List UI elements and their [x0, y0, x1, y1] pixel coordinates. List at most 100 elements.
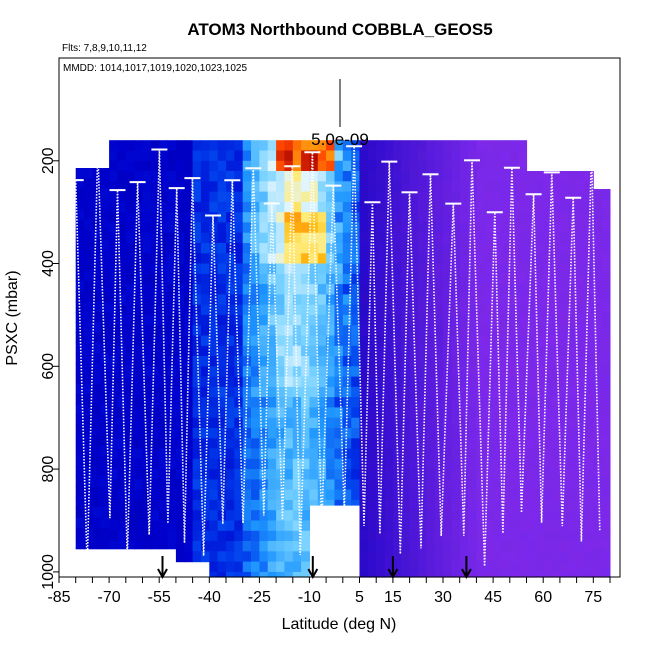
heatmap-cell	[559, 232, 569, 244]
heatmap-cell	[384, 499, 394, 511]
heatmap-cell	[501, 448, 511, 460]
heatmap-cell	[468, 438, 477, 450]
heatmap-cell	[518, 417, 528, 429]
heatmap-cell	[593, 394, 603, 406]
heatmap-cell	[259, 201, 269, 213]
heatmap-cell	[209, 356, 219, 367]
heatmap-cell	[493, 561, 502, 573]
heatmap-cell	[75, 188, 85, 200]
heatmap-cell	[234, 201, 244, 213]
heatmap-cell	[359, 376, 369, 388]
heatmap-cell	[192, 222, 202, 234]
heatmap-cell	[576, 541, 586, 552]
heatmap-cell	[226, 171, 235, 182]
heatmap-cell	[551, 376, 561, 388]
heatmap-cell	[601, 435, 611, 447]
heatmap-cell	[443, 243, 452, 254]
heatmap-cell	[342, 232, 352, 244]
heatmap-cell	[251, 253, 260, 265]
heatmap-cell	[451, 489, 461, 501]
heatmap-cell	[226, 458, 235, 470]
heatmap-cell	[534, 458, 544, 470]
heatmap-cell	[459, 510, 469, 522]
heatmap-cell	[534, 520, 544, 532]
heatmap-cell	[576, 284, 586, 295]
heatmap-cell	[217, 345, 227, 357]
heatmap-cell	[167, 530, 177, 542]
heatmap-cell	[418, 222, 427, 234]
heatmap-cell	[367, 222, 377, 234]
heatmap-cell	[568, 356, 578, 367]
heatmap-cell	[84, 424, 93, 436]
heatmap-cell	[317, 356, 327, 367]
heatmap-cell	[459, 458, 469, 470]
heatmap-cell	[459, 181, 469, 193]
heatmap-cell	[484, 232, 494, 244]
heatmap-cell	[292, 499, 302, 511]
heatmap-cell	[459, 160, 469, 172]
heatmap-cell	[159, 479, 169, 491]
heatmap-cell	[534, 222, 544, 234]
heatmap-cell	[426, 376, 436, 388]
heatmap-cell	[401, 201, 411, 213]
heatmap-cell	[359, 520, 369, 532]
heatmap-cell	[142, 314, 152, 326]
heatmap-cell	[326, 232, 335, 244]
heatmap-cell	[150, 222, 160, 234]
heatmap-cell	[559, 181, 569, 193]
heatmap-cell	[267, 458, 277, 470]
heatmap-cell	[501, 499, 511, 511]
heatmap-cell	[251, 541, 260, 552]
heatmap-cell	[150, 541, 160, 550]
heatmap-cell	[509, 171, 519, 182]
heatmap-cell	[109, 304, 118, 316]
heatmap-cell	[584, 499, 594, 511]
heatmap-cell	[109, 263, 118, 275]
heatmap-cell	[559, 366, 569, 378]
heatmap-cell	[451, 438, 461, 450]
heatmap-cell	[301, 181, 310, 193]
heatmap-cell	[134, 458, 143, 470]
heatmap-cell	[584, 253, 594, 265]
heatmap-cell	[526, 386, 536, 398]
heatmap-cell	[175, 366, 185, 378]
heatmap-cell	[226, 366, 235, 378]
heatmap-cell	[518, 356, 528, 367]
heatmap-cell	[509, 479, 519, 491]
heatmap-cell	[468, 499, 477, 511]
heatmap-cell	[451, 294, 461, 306]
heatmap-cell	[559, 345, 569, 357]
heatmap-cell	[326, 325, 335, 337]
heatmap-cell	[493, 448, 502, 460]
heatmap-cell	[317, 201, 327, 213]
heatmap-cell	[301, 171, 310, 182]
chart-title: ATOM3 Northbound COBBLA_GEOS5	[187, 20, 492, 39]
heatmap-cell	[367, 561, 377, 573]
heatmap-cell	[284, 325, 294, 337]
heatmap-cell	[392, 479, 402, 491]
heatmap-cell	[125, 479, 135, 491]
heatmap-cell	[117, 243, 127, 254]
heatmap-cell	[150, 458, 160, 470]
heatmap-cell	[84, 301, 93, 313]
heatmap-cell	[476, 407, 486, 419]
heatmap-cell	[443, 263, 452, 275]
heatmap-cell	[526, 335, 536, 347]
heatmap-cell	[92, 188, 102, 200]
heatmap-cell	[217, 407, 227, 419]
heatmap-cell	[259, 397, 269, 408]
heatmap-cell	[468, 345, 477, 357]
heatmap-cell	[142, 191, 152, 203]
heatmap-cell	[443, 325, 452, 337]
heatmap-cell	[509, 304, 519, 316]
heatmap-cell	[84, 281, 93, 292]
heatmap-cell	[468, 571, 477, 578]
heatmap-cell	[184, 407, 194, 419]
heatmap-cell	[75, 394, 85, 405]
heatmap-cell	[426, 397, 436, 408]
heatmap-cell	[226, 140, 235, 152]
heatmap-cell	[568, 448, 578, 460]
heatmap-cell	[192, 335, 202, 347]
heatmap-cell	[150, 232, 160, 244]
